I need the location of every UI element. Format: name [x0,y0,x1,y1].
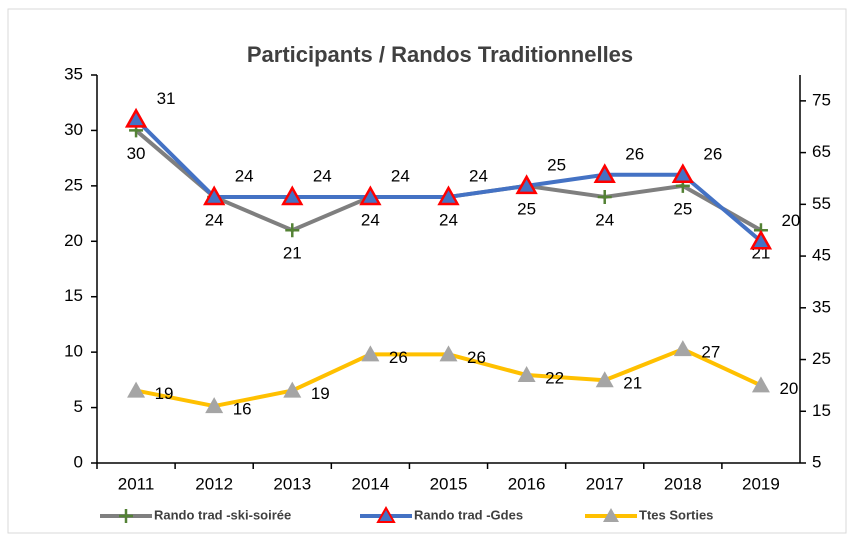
data-point [205,397,224,414]
legend-marker [376,505,396,523]
y-tick-label: 10 [64,342,83,361]
legend-label: Rando trad -ski-soirée [154,507,291,522]
data-point [437,185,460,206]
y2-tick-label: 35 [812,297,831,316]
data-label: 24 [391,166,410,185]
data-label: 26 [703,144,722,163]
y-tick-label: 30 [64,120,83,139]
data-label: 24 [235,166,254,185]
data-point [361,345,380,362]
y2-tick-label: 15 [812,401,831,420]
data-point [751,376,770,393]
data-point [515,174,538,195]
legend-marker [119,509,133,523]
data-label: 19 [155,384,174,403]
x-tick-label: 2015 [430,474,468,493]
chart-title: Participants / Randos Traditionnelles [247,42,633,67]
y-tick-label: 0 [74,452,83,471]
data-point [517,366,536,383]
data-point [673,340,692,357]
data-label: 16 [233,400,252,419]
data-label: 24 [205,210,224,229]
data-point [281,185,304,206]
data-label: 24 [313,166,332,185]
data-label: 20 [779,379,798,398]
data-label: 25 [547,155,566,174]
data-label: 24 [361,210,380,229]
data-point [595,371,614,388]
data-point [597,189,612,204]
data-label: 21 [623,374,642,393]
y2-tick-label: 25 [812,349,831,368]
data-label: 24 [595,210,614,229]
data-label: 21 [283,244,302,263]
legend-label: Ttes Sorties [639,507,713,522]
data-point [283,381,302,398]
data-label: 22 [545,369,564,388]
x-tick-label: 2019 [742,474,780,493]
data-point [124,107,148,128]
y-tick-label: 5 [74,397,83,416]
data-point [127,381,146,398]
x-tick-label: 2017 [586,474,624,493]
y2-tick-label: 65 [812,142,831,161]
x-tick-label: 2016 [508,474,546,493]
y-tick-label: 15 [64,286,83,305]
data-label: 19 [311,384,330,403]
data-point [671,163,694,184]
data-point [439,345,458,362]
data-label: 25 [517,199,536,218]
data-point [593,163,616,184]
data-point [285,223,300,238]
data-label: 20 [781,211,800,230]
data-label: 26 [467,348,486,367]
data-point [359,185,382,206]
y2-tick-label: 45 [812,246,831,265]
data-label: 31 [157,89,176,108]
y-tick-label: 25 [64,175,83,194]
data-label: 27 [701,343,720,362]
y-tick-label: 20 [64,231,83,250]
x-tick-label: 2012 [195,474,233,493]
y2-tick-label: 75 [812,90,831,109]
x-tick-label: 2011 [118,474,155,493]
y-tick-label: 35 [64,64,83,83]
y2-tick-label: 5 [812,452,821,471]
data-label: 24 [439,210,458,229]
y2-tick-label: 55 [812,194,831,213]
chart-border [7,8,847,534]
data-label: 25 [673,199,692,218]
data-label: 24 [469,166,488,185]
data-point [749,229,773,250]
data-label: 26 [625,144,644,163]
x-tick-label: 2013 [273,474,311,493]
legend-marker [603,508,619,522]
x-tick-label: 2018 [664,474,702,493]
data-point [203,185,226,206]
data-label: 26 [389,348,408,367]
x-tick-label: 2014 [351,474,389,493]
data-label: 30 [127,144,146,163]
legend-label: Rando trad -Gdes [414,507,523,522]
